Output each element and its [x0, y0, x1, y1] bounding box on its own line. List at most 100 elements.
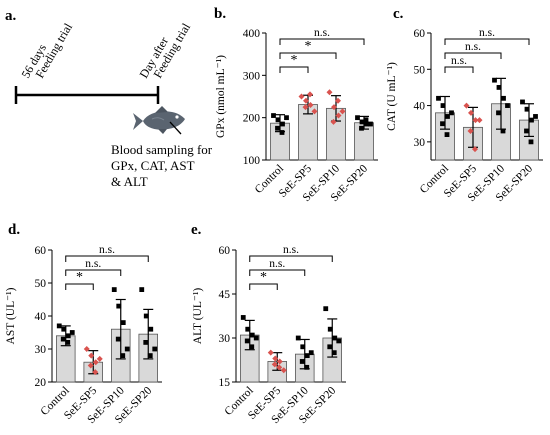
y-tick-label: 30 [219, 333, 231, 345]
y-axis-label: GPx (nmol mL⁻¹) [215, 55, 227, 138]
significance-bracket [279, 66, 309, 73]
data-point [111, 287, 117, 292]
y-tick-label: 200 [243, 113, 261, 125]
data-point [271, 361, 278, 368]
data-point [244, 338, 250, 344]
y-tick-label: 400 [243, 28, 261, 40]
data-point [92, 369, 99, 376]
data-point [496, 110, 501, 116]
data-point [304, 353, 310, 358]
data-point [124, 346, 130, 352]
data-point [355, 115, 360, 121]
data-point [444, 132, 450, 137]
data-point [280, 121, 285, 127]
y-tick-label: 40 [35, 311, 47, 323]
data-point [335, 112, 342, 119]
panel-letter-a: a. [5, 8, 17, 24]
data-point [69, 330, 75, 335]
data-point [87, 362, 94, 369]
data-point [120, 320, 126, 325]
significance-label: * [260, 270, 267, 285]
significance-label: n.s. [314, 27, 330, 39]
data-point [492, 77, 497, 83]
data-point [276, 364, 283, 371]
data-point [463, 102, 470, 109]
significance-bracket [249, 283, 278, 290]
y-tick-label: 30 [35, 344, 47, 356]
y-tick-label: 60 [414, 28, 426, 40]
significance-label: * [291, 53, 298, 68]
panel-letter-c: c. [393, 6, 404, 22]
data-point [120, 353, 126, 358]
panel-letter-b: b. [214, 6, 226, 22]
y-tick-label: 60 [219, 245, 231, 257]
data-point [88, 352, 95, 359]
data-point [440, 121, 445, 127]
y-tick-label: 300 [243, 70, 261, 82]
data-point [303, 97, 309, 104]
sampling-pointer [169, 121, 182, 135]
data-point [304, 364, 310, 370]
significance-label: n.s. [269, 258, 285, 270]
data-point [327, 344, 333, 350]
data-point [520, 99, 525, 105]
data-point [249, 344, 255, 350]
data-point [327, 326, 333, 332]
significance-bracket [279, 52, 337, 59]
significance-bracket [249, 255, 333, 262]
data-point [60, 336, 66, 342]
data-point [284, 115, 289, 121]
data-point [253, 335, 259, 341]
panel-letter-d: d. [8, 222, 20, 238]
significance-bracket [444, 38, 530, 45]
significance-bracket [65, 269, 122, 276]
data-point [115, 336, 121, 342]
data-point [267, 349, 274, 356]
y-tick-label: 50 [414, 64, 426, 76]
data-point [311, 108, 318, 115]
data-point [147, 353, 153, 358]
data-point [300, 344, 306, 350]
data-point [308, 350, 314, 356]
significance-bracket [65, 283, 94, 290]
data-point [116, 303, 122, 309]
data-point [271, 113, 276, 118]
data-point [275, 125, 280, 131]
data-point [472, 117, 479, 124]
data-point [83, 346, 90, 352]
significance-label: * [76, 270, 83, 285]
data-point [96, 355, 103, 362]
data-point [445, 114, 450, 119]
sampling-label-3: & ALT [111, 174, 148, 189]
data-point [295, 335, 301, 341]
y-tick-label: 30 [414, 137, 426, 149]
timeline-schematic: 56 days Feeding trial Day after Feeding … [14, 20, 213, 189]
data-point [298, 93, 305, 100]
data-point [330, 118, 337, 125]
data-point [143, 340, 149, 345]
significance-bracket [444, 66, 474, 73]
data-point [336, 338, 342, 344]
data-point [505, 103, 510, 108]
significance-bracket [279, 38, 365, 45]
data-point [359, 119, 365, 125]
data-point [240, 315, 246, 320]
significance-label: n.s. [451, 55, 467, 67]
y-tick-label: 100 [243, 155, 261, 167]
data-point [331, 104, 337, 111]
data-point [249, 332, 255, 338]
data-point [368, 121, 373, 127]
y-axis-label: AST (UL⁻¹) [5, 287, 17, 344]
y-axis-label: CAT (U mL⁻¹) [386, 62, 398, 131]
data-point [528, 139, 534, 145]
data-point [275, 117, 281, 123]
data-point [148, 326, 154, 332]
sampling-label-1: Blood sampling for [111, 142, 213, 157]
significance-label: n.s. [99, 244, 115, 256]
data-point [501, 95, 506, 101]
significance-label: n.s. [479, 27, 495, 39]
data-point [307, 101, 314, 108]
data-point [472, 146, 478, 153]
